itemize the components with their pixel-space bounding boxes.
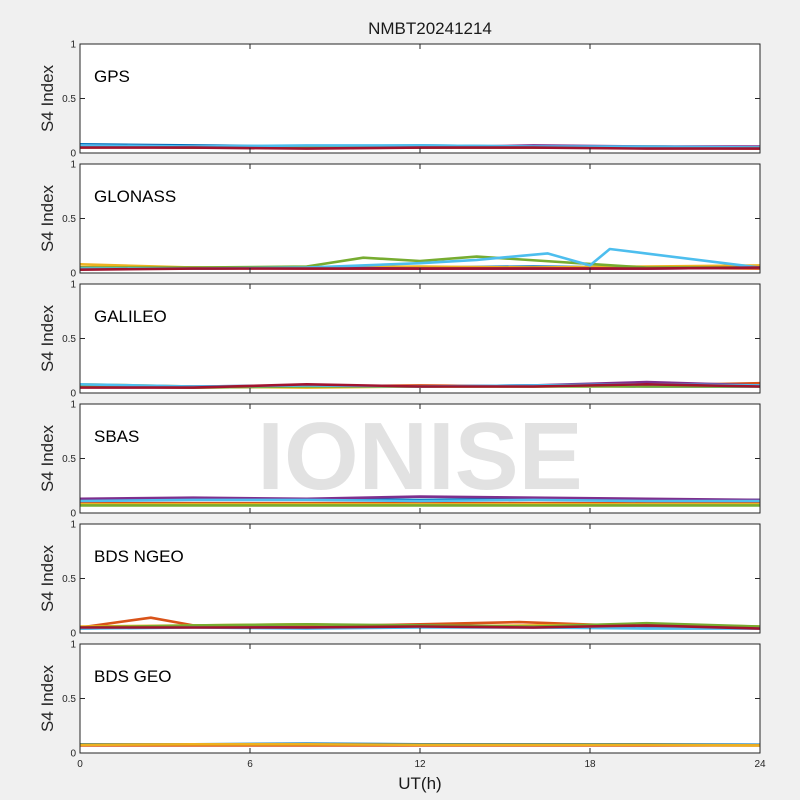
panel-label: SBAS (94, 427, 139, 446)
y-axis-label: S4 Index (38, 304, 57, 372)
y-axis-label: S4 Index (38, 424, 57, 492)
y-tick-label: 0.5 (62, 214, 76, 225)
panel-plot-area (80, 524, 760, 633)
y-tick-label: 1 (70, 400, 76, 411)
y-axis-label: S4 Index (38, 544, 57, 612)
y-tick-label: 1 (70, 640, 76, 651)
series-line (80, 742, 760, 747)
y-tick-label: 0 (70, 269, 76, 280)
panel-label: GLONASS (94, 187, 176, 206)
x-tick-label: 18 (584, 759, 596, 770)
panel-plot-area (80, 284, 760, 393)
panel-3: 0 0.5 1 SBAS S4 Index (38, 400, 761, 520)
y-axis-label: S4 Index (38, 184, 57, 252)
y-tick-label: 0.5 (62, 574, 76, 585)
panel-plot-area (80, 164, 760, 273)
panel-4: 0 0.5 1 BDS NGEO S4 Index (38, 520, 761, 640)
series-line (80, 495, 760, 502)
panel-label: BDS NGEO (94, 547, 184, 566)
series-line (80, 382, 760, 389)
panel-2: 0 0.5 1 GALILEO S4 Index (38, 280, 761, 400)
panel-plot-area (80, 44, 760, 153)
panel-series-group (80, 380, 760, 389)
y-tick-label: 0 (70, 749, 76, 760)
y-tick-label: 0 (70, 509, 76, 520)
y-axis-label: S4 Index (38, 64, 57, 132)
figure-title: NMBT20241214 (368, 19, 492, 38)
panel-series-group (80, 143, 760, 150)
panels-group: 0 0.5 1 GPS S4 Index 0 0.5 1 GLONASS S4 Index 0 0.5… (38, 40, 766, 771)
y-tick-label: 0.5 (62, 334, 76, 345)
series-line (80, 498, 760, 503)
y-tick-label: 0.5 (62, 94, 76, 105)
y-axis-label: S4 Index (38, 664, 57, 732)
y-tick-label: 0 (70, 629, 76, 640)
y-tick-label: 1 (70, 520, 76, 531)
x-tick-label: 0 (77, 759, 83, 770)
y-tick-label: 0 (70, 389, 76, 400)
panel-1: 0 0.5 1 GLONASS S4 Index (38, 160, 761, 280)
y-tick-label: 1 (70, 280, 76, 291)
y-tick-label: 0 (70, 149, 76, 160)
series-line (80, 624, 760, 630)
panel-label: GPS (94, 67, 130, 86)
x-axis-label: UT(h) (398, 774, 441, 793)
x-tick-label: 24 (754, 759, 766, 770)
series-line (80, 146, 760, 150)
x-tick-label: 12 (414, 759, 426, 770)
panel-plot-area (80, 644, 760, 753)
panel-series-group (80, 616, 760, 630)
x-tick-label: 6 (247, 759, 253, 770)
y-tick-label: 0.5 (62, 454, 76, 465)
panel-plot-area (80, 404, 760, 513)
panel-label: BDS GEO (94, 667, 171, 686)
panel-label: GALILEO (94, 307, 167, 326)
y-tick-label: 1 (70, 40, 76, 51)
panel-series-group (80, 495, 760, 507)
panel-series-group (80, 742, 760, 747)
panel-5: 0 0.5 1 0 6 12 18 24 BDS GEO S4 Index (38, 640, 766, 771)
watermark: IONISE (257, 403, 582, 510)
panel-0: 0 0.5 1 GPS S4 Index (38, 40, 761, 160)
y-tick-label: 0.5 (62, 694, 76, 705)
y-tick-label: 1 (70, 160, 76, 171)
